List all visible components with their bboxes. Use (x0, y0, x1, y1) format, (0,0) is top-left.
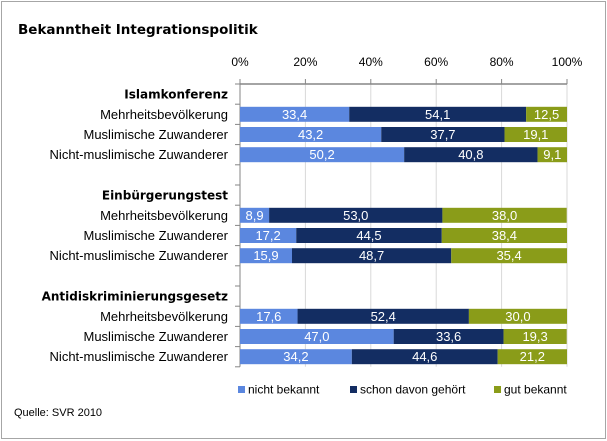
x-tick-label: 0% (231, 55, 249, 69)
legend-label: gut bekannt (504, 383, 567, 397)
bar-segment (393, 329, 504, 344)
category-label: Muslimische Zuwanderer (84, 329, 229, 344)
category-label: Mehrheitsbevölkerung (100, 208, 228, 223)
legend-label: nicht bekannt (248, 383, 320, 397)
bar-segment (537, 147, 567, 163)
group-label: Einbürgerungstest (102, 189, 228, 203)
data-label: 50,2 (309, 147, 334, 162)
data-label: 33,6 (436, 329, 461, 344)
bar-segment (451, 248, 567, 264)
data-label: 9,1 (543, 147, 561, 162)
category-label: Muslimische Zuwanderer (84, 127, 229, 142)
data-label: 54,1 (425, 107, 450, 122)
bar-segment (468, 308, 567, 324)
x-tick-label: 40% (359, 55, 383, 69)
legend-label: schon davon gehört (360, 383, 466, 397)
data-label: 19,3 (522, 329, 547, 344)
bar-segment (240, 248, 292, 264)
category-label: Mehrheitsbevölkerung (100, 107, 228, 122)
data-label: 48,7 (359, 248, 384, 263)
group-label: Islamkonferenz (124, 88, 228, 102)
bar-segment (442, 207, 567, 223)
x-tick-label: 80% (490, 55, 514, 69)
data-label: 12,5 (534, 107, 559, 122)
data-label: 44,6 (412, 349, 437, 364)
data-label: 38,0 (492, 208, 517, 223)
category-label: Mehrheitsbevölkerung (100, 309, 228, 324)
chart-title: Bekanntheit Integrationspolitik (18, 22, 258, 38)
data-label: 19,1 (523, 127, 548, 142)
x-tick-label: 100% (552, 55, 583, 69)
data-label: 33,4 (282, 107, 307, 122)
group-label: Antidiskriminierungsgesetz (42, 290, 228, 304)
bar-segment (404, 147, 538, 163)
bar-segment (349, 106, 527, 122)
bar-segment (240, 106, 350, 122)
source-note: Quelle: SVR 2010 (14, 407, 103, 419)
bar-segment (240, 147, 405, 163)
data-label: 53,0 (343, 208, 368, 223)
bar-segment (240, 329, 394, 344)
data-label: 34,2 (283, 349, 308, 364)
data-label: 43,2 (298, 127, 323, 142)
bar-segment (526, 106, 567, 122)
category-label: Muslimische Zuwanderer (84, 228, 229, 243)
x-tick-label: 20% (293, 55, 317, 69)
data-label: 17,2 (255, 228, 280, 243)
category-label: Nicht-muslimische Zuwanderer (50, 147, 229, 162)
legend-swatch (494, 386, 501, 393)
legend-swatch (350, 386, 357, 393)
data-label: 30,0 (505, 309, 530, 324)
bar-segment (240, 127, 382, 142)
data-label: 8,9 (246, 208, 264, 223)
data-label: 40,8 (458, 147, 483, 162)
bar-segment (240, 207, 270, 223)
data-label: 37,7 (430, 127, 455, 142)
data-label: 47,0 (304, 329, 329, 344)
bar-segment (503, 329, 567, 344)
legend-swatch (238, 386, 245, 393)
data-label: 35,4 (496, 248, 521, 263)
data-label: 44,5 (356, 228, 381, 243)
data-label: 52,4 (371, 309, 396, 324)
data-label: 17,6 (256, 309, 281, 324)
bar-segment (504, 127, 567, 142)
category-label: Nicht-muslimische Zuwanderer (50, 248, 229, 263)
bar-segment (240, 349, 352, 365)
bar-segment (351, 349, 498, 365)
data-label: 21,2 (520, 349, 545, 364)
bar-segment (269, 207, 443, 223)
bar-segment (381, 127, 505, 142)
bar-segment (497, 349, 567, 365)
bar-segment (240, 228, 297, 243)
data-label: 15,9 (253, 248, 278, 263)
data-label: 38,4 (492, 228, 517, 243)
category-label: Nicht-muslimische Zuwanderer (50, 349, 229, 364)
bar-segment (441, 228, 567, 243)
x-tick-label: 60% (424, 55, 448, 69)
bar-segment (291, 248, 452, 264)
bar-segment (240, 308, 298, 324)
bar-segment (296, 228, 442, 243)
bar-segment (297, 308, 469, 324)
